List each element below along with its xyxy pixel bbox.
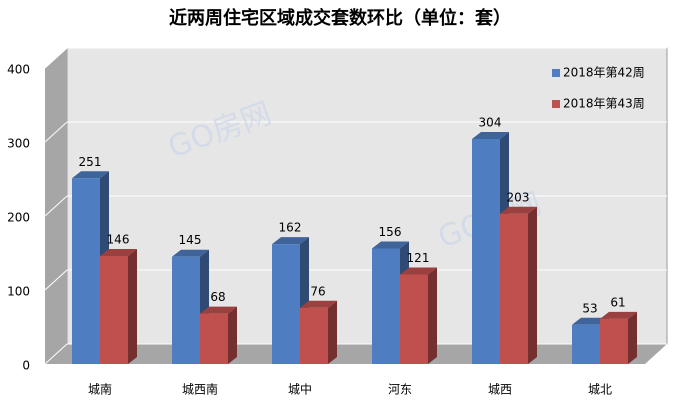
value-label: 68 [210,290,225,304]
value-label: 251 [79,155,102,169]
bar-face [472,132,509,140]
bar-face [172,249,209,257]
x-tick-label: 城中 [288,382,312,397]
bar-face [100,248,137,256]
legend-label: 2018年第43周 [563,97,645,111]
value-label: 146 [107,232,130,246]
x-tick-label: 城南 [88,382,112,397]
bar [100,248,137,364]
value-label: 53 [582,301,597,315]
bar-face [400,274,428,364]
bar-face [200,313,228,364]
bar-face [400,267,437,275]
bar [600,311,637,364]
grid-line-side [44,47,68,69]
bar-face [300,307,328,364]
y-tick-label: 300 [7,137,30,151]
value-label: 156 [379,225,402,239]
bar-face [628,311,637,364]
bar-face [472,139,500,364]
bar-face [572,324,600,364]
grid-line-side [44,195,68,217]
bar-face [100,255,128,364]
bar-face [372,241,409,249]
value-label: 61 [610,295,625,309]
legend-swatch [552,100,560,108]
bar-face [500,206,537,214]
bar-face [300,300,337,308]
grid-line-side [44,121,68,143]
bar-face [372,248,400,364]
x-tick-label: 城西南 [182,382,218,397]
bar-face [72,178,100,364]
grid-line-side [44,269,68,291]
bar [400,267,437,364]
value-label: 304 [479,116,502,130]
value-label: 203 [507,190,530,204]
y-tick-label: 0 [22,359,30,373]
value-label: 145 [179,233,202,247]
chart-title: 近两周住宅区域成交套数环比（单位：套） [169,7,511,29]
bar-face [500,213,528,364]
bar-face [200,306,237,314]
x-tick-label: 城西 [488,383,512,397]
bar-face [328,300,337,364]
y-tick-label: 100 [7,285,30,299]
bar-face [572,317,609,325]
y-tick-label: 400 [7,63,30,77]
bar-face [128,248,137,364]
x-tick-label: 河东 [388,383,412,397]
bar-face [600,311,637,319]
legend-label: 2018年第42周 [563,66,645,80]
y-tick-label: 200 [7,211,30,225]
bar-face [272,244,300,364]
x-tick-label: 城北 [588,383,612,397]
bar-face [72,171,109,179]
bar-face [228,306,237,364]
bar-face [272,237,309,245]
value-label: 121 [407,251,430,265]
value-label: 76 [310,284,325,298]
bar [500,206,537,364]
legend-swatch [552,69,560,77]
grid-line-side [44,343,68,365]
bar-face [528,206,537,364]
bar-face [428,267,437,364]
bar-face [600,318,628,364]
bar [200,306,237,364]
bar-face [172,256,200,364]
bar [300,300,337,364]
value-label: 162 [279,221,302,235]
